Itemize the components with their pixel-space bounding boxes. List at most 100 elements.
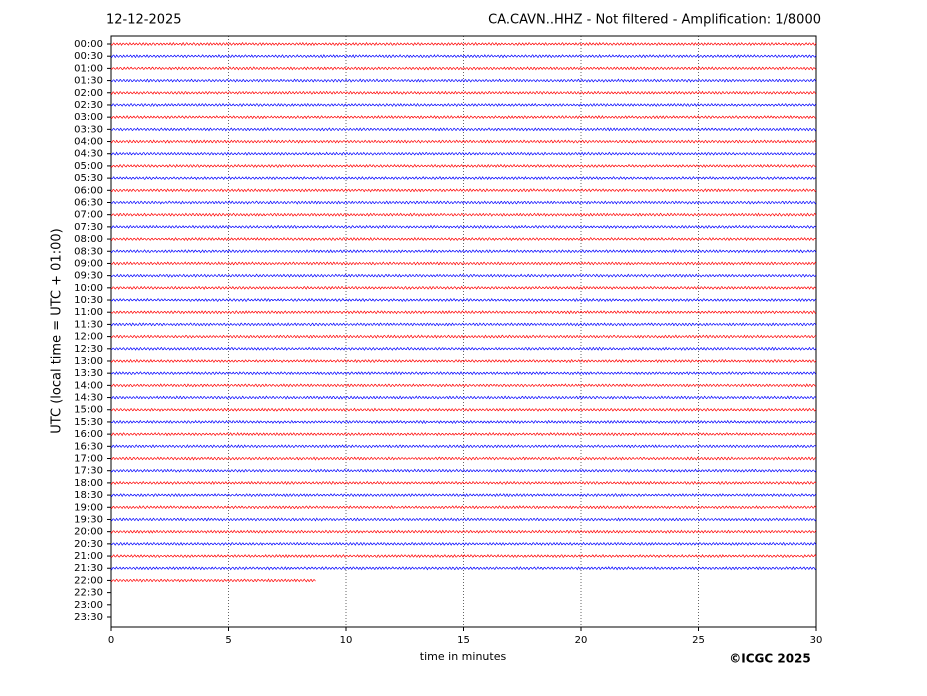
trace xyxy=(110,41,817,47)
x-tick-label: 15 xyxy=(457,635,470,646)
y-tick-label: 10:00 xyxy=(74,283,103,294)
trace xyxy=(110,358,817,364)
y-tick-label: 13:30 xyxy=(74,368,103,379)
y-tick-label: 03:00 xyxy=(74,112,103,123)
trace xyxy=(110,493,817,498)
trace xyxy=(110,127,817,132)
y-tick-label: 06:30 xyxy=(74,197,103,208)
trace xyxy=(110,431,817,437)
y-tick-label: 08:30 xyxy=(74,246,103,257)
y-tick-label: 07:00 xyxy=(74,210,103,221)
credit: ©ICGC 2025 xyxy=(729,652,811,666)
trace xyxy=(110,249,817,254)
y-tick-label: 04:00 xyxy=(74,137,103,148)
y-tick-label: 09:30 xyxy=(74,271,103,282)
y-tick-label: 20:00 xyxy=(74,527,103,538)
x-tick-label: 30 xyxy=(810,635,823,646)
trace xyxy=(110,334,817,339)
x-tick-label: 20 xyxy=(575,635,588,646)
trace xyxy=(110,66,817,71)
y-tick-label: 16:30 xyxy=(74,441,103,452)
y-tick-label: 01:00 xyxy=(74,63,103,74)
y-tick-label: 00:00 xyxy=(74,39,103,50)
y-tick-label: 00:30 xyxy=(74,51,103,62)
y-tick-label: 14:30 xyxy=(74,393,103,404)
y-tick-label: 08:00 xyxy=(74,234,103,245)
trace xyxy=(110,200,817,205)
trace xyxy=(110,468,817,473)
trace xyxy=(110,102,817,108)
trace xyxy=(110,578,316,583)
trace xyxy=(110,553,817,559)
trace xyxy=(110,285,817,290)
trace xyxy=(110,456,816,461)
trace xyxy=(110,297,816,303)
y-tick-label: 15:30 xyxy=(74,417,103,428)
y-tick-label: 18:00 xyxy=(74,478,103,489)
x-tick-label: 25 xyxy=(692,635,705,646)
trace xyxy=(110,151,817,156)
x-tick-label: 10 xyxy=(340,635,353,646)
trace xyxy=(110,529,817,534)
trace xyxy=(110,310,817,315)
trace xyxy=(110,371,817,376)
trace xyxy=(110,90,817,95)
trace xyxy=(110,188,817,193)
trace xyxy=(110,54,817,59)
trace xyxy=(110,541,817,546)
trace xyxy=(110,163,817,168)
y-axis-label: UTC (local time = UTC + 01:00) xyxy=(50,228,65,433)
chart-subtitle: CA.CAVN..HHZ - Not filtered - Amplificat… xyxy=(488,13,821,28)
y-tick-label: 13:00 xyxy=(74,356,103,367)
y-tick-label: 02:30 xyxy=(74,100,103,111)
y-tick-label: 20:30 xyxy=(74,539,103,550)
y-tick-label: 14:00 xyxy=(74,380,103,391)
trace xyxy=(110,383,817,388)
trace xyxy=(110,322,817,327)
trace xyxy=(110,261,817,266)
trace xyxy=(110,505,817,510)
trace xyxy=(110,273,817,278)
y-tick-label: 12:30 xyxy=(74,344,103,355)
x-tick-label: 0 xyxy=(108,635,114,646)
trace xyxy=(110,566,817,571)
trace xyxy=(110,395,817,400)
y-tick-label: 18:30 xyxy=(74,490,103,501)
trace xyxy=(110,139,817,144)
trace xyxy=(110,115,817,120)
trace xyxy=(110,444,817,449)
y-tick-label: 22:00 xyxy=(74,575,103,586)
y-tick-label: 11:30 xyxy=(74,319,103,330)
y-tick-label: 05:00 xyxy=(74,161,103,172)
y-tick-label: 23:30 xyxy=(74,612,103,623)
trace xyxy=(110,236,817,242)
y-tick-label: 04:30 xyxy=(74,149,103,160)
y-tick-label: 16:00 xyxy=(74,429,103,440)
y-tick-label: 09:00 xyxy=(74,258,103,269)
trace xyxy=(110,224,817,229)
y-tick-label: 03:30 xyxy=(74,124,103,135)
y-tick-label: 02:00 xyxy=(74,88,103,99)
trace xyxy=(110,176,817,181)
trace xyxy=(110,517,817,522)
trace xyxy=(110,419,817,425)
y-tick-label: 19:00 xyxy=(74,502,103,513)
plot-frame xyxy=(110,35,817,628)
trace xyxy=(110,212,817,217)
trace xyxy=(110,346,817,351)
y-tick-label: 12:00 xyxy=(74,332,103,343)
y-tick-label: 22:30 xyxy=(74,588,103,599)
y-tick-label: 10:30 xyxy=(74,295,103,306)
y-tick-label: 11:00 xyxy=(74,307,103,318)
chart-title: 12-12-2025 xyxy=(106,13,182,28)
y-tick-label: 17:00 xyxy=(74,454,103,465)
y-tick-label: 01:30 xyxy=(74,76,103,87)
trace xyxy=(110,480,817,485)
y-tick-label: 21:00 xyxy=(74,551,103,562)
y-tick-label: 19:30 xyxy=(74,514,103,525)
y-tick-label: 05:30 xyxy=(74,173,103,184)
y-tick-label: 21:30 xyxy=(74,563,103,574)
trace xyxy=(110,407,817,412)
y-tick-label: 07:30 xyxy=(74,222,103,233)
